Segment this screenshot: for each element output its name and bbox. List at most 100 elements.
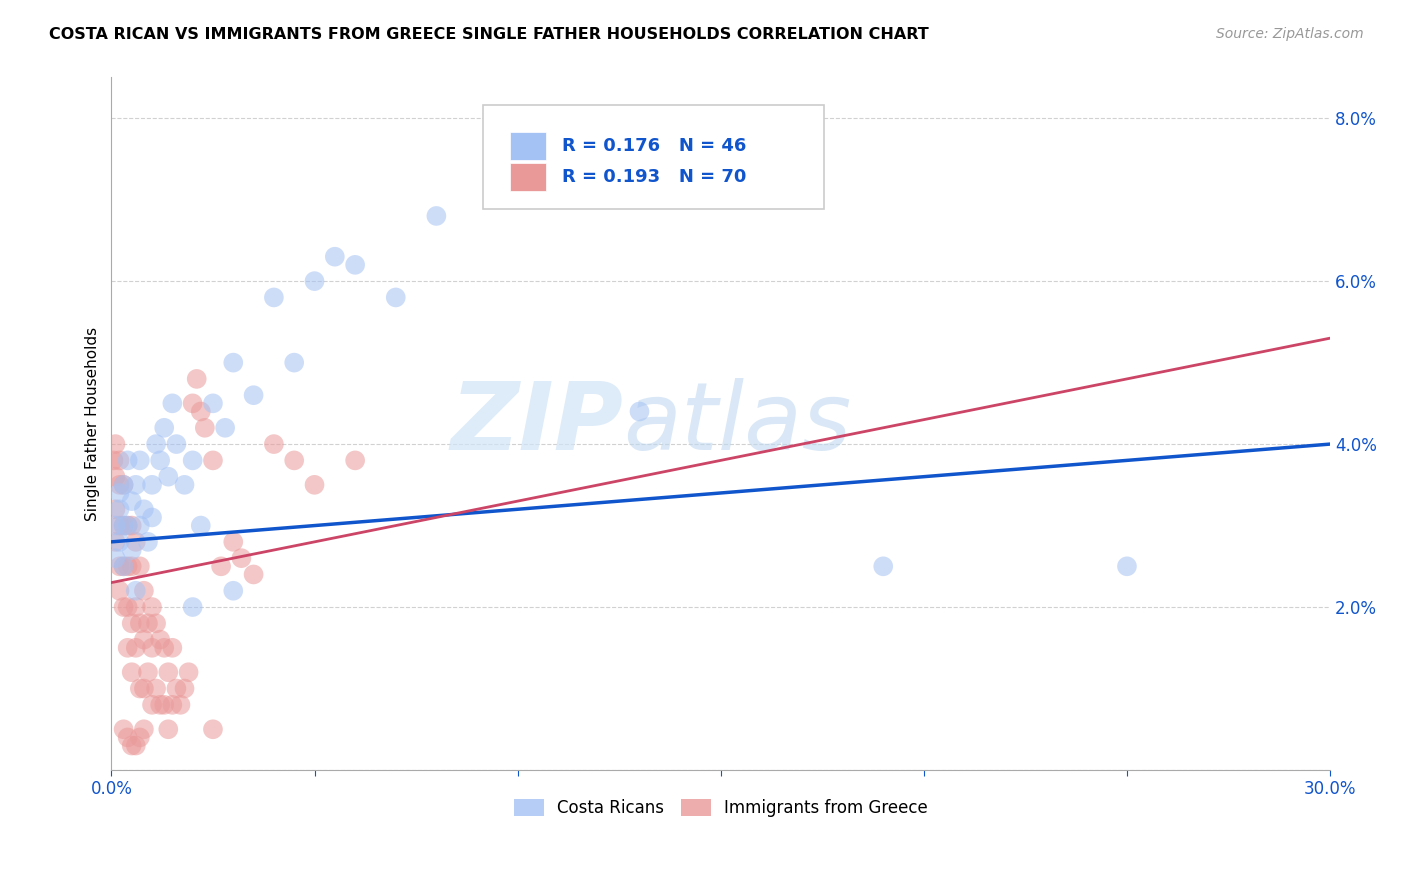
Point	[145, 681, 167, 696]
Point	[132, 583, 155, 598]
Point	[125, 583, 148, 598]
Point	[104, 551, 127, 566]
Text: COSTA RICAN VS IMMIGRANTS FROM GREECE SINGLE FATHER HOUSEHOLDS CORRELATION CHART: COSTA RICAN VS IMMIGRANTS FROM GREECE SI…	[49, 27, 929, 42]
Point	[344, 453, 367, 467]
Point	[104, 437, 127, 451]
Point	[141, 600, 163, 615]
Point	[190, 518, 212, 533]
Point	[181, 396, 204, 410]
Point	[145, 437, 167, 451]
Point	[145, 616, 167, 631]
Point	[162, 698, 184, 712]
Point	[209, 559, 232, 574]
Point	[173, 478, 195, 492]
Point	[157, 469, 180, 483]
Point	[136, 534, 159, 549]
Point	[121, 665, 143, 680]
Point	[108, 486, 131, 500]
Point	[425, 209, 447, 223]
Point	[117, 600, 139, 615]
Point	[132, 723, 155, 737]
Point	[136, 616, 159, 631]
Point	[242, 388, 264, 402]
Point	[128, 681, 150, 696]
Y-axis label: Single Father Households: Single Father Households	[86, 326, 100, 521]
Point	[117, 731, 139, 745]
Point	[128, 453, 150, 467]
Point	[506, 152, 529, 166]
Text: R = 0.176   N = 46: R = 0.176 N = 46	[562, 137, 747, 155]
Point	[173, 681, 195, 696]
Point	[108, 559, 131, 574]
Point	[125, 478, 148, 492]
Point	[231, 551, 253, 566]
Point	[263, 290, 285, 304]
Point	[104, 469, 127, 483]
Point	[201, 396, 224, 410]
Legend: Costa Ricans, Immigrants from Greece: Costa Ricans, Immigrants from Greece	[508, 792, 935, 824]
Point	[149, 698, 172, 712]
Point	[112, 600, 135, 615]
Point	[121, 543, 143, 558]
Point	[108, 518, 131, 533]
Point	[117, 453, 139, 467]
Point	[117, 559, 139, 574]
Point	[112, 518, 135, 533]
Point	[117, 518, 139, 533]
Point	[141, 640, 163, 655]
Point	[132, 632, 155, 647]
Point	[222, 583, 245, 598]
Point	[136, 665, 159, 680]
Point	[112, 559, 135, 574]
Point	[149, 632, 172, 647]
Point	[117, 640, 139, 655]
Point	[162, 640, 184, 655]
Point	[141, 510, 163, 524]
Point	[112, 723, 135, 737]
Point	[125, 600, 148, 615]
Point	[157, 723, 180, 737]
Point	[222, 356, 245, 370]
Point	[125, 534, 148, 549]
Point	[112, 559, 135, 574]
Point	[263, 437, 285, 451]
Point	[103, 453, 125, 467]
Point	[128, 731, 150, 745]
Bar	[510, 132, 547, 161]
Text: atlas: atlas	[623, 378, 852, 469]
Point	[108, 534, 131, 549]
Point	[628, 404, 651, 418]
Point	[121, 616, 143, 631]
Point	[153, 698, 176, 712]
Point	[201, 723, 224, 737]
Point	[121, 518, 143, 533]
Point	[283, 356, 305, 370]
Point	[104, 518, 127, 533]
Point	[190, 404, 212, 418]
Point	[304, 478, 326, 492]
Point	[153, 640, 176, 655]
Point	[128, 616, 150, 631]
Text: Source: ZipAtlas.com: Source: ZipAtlas.com	[1216, 27, 1364, 41]
Point	[222, 534, 245, 549]
Point	[323, 250, 346, 264]
Point	[112, 478, 135, 492]
Point	[141, 478, 163, 492]
Point	[201, 453, 224, 467]
Point	[384, 290, 406, 304]
Point	[108, 583, 131, 598]
Point	[128, 518, 150, 533]
Point	[153, 421, 176, 435]
Point	[125, 739, 148, 753]
Point	[121, 559, 143, 574]
Point	[344, 258, 367, 272]
Point	[121, 494, 143, 508]
Point	[186, 372, 208, 386]
Text: R = 0.193   N = 70: R = 0.193 N = 70	[562, 168, 747, 186]
Point	[117, 518, 139, 533]
Point	[162, 396, 184, 410]
Point	[181, 453, 204, 467]
Point	[304, 274, 326, 288]
Point	[121, 739, 143, 753]
Point	[128, 559, 150, 574]
